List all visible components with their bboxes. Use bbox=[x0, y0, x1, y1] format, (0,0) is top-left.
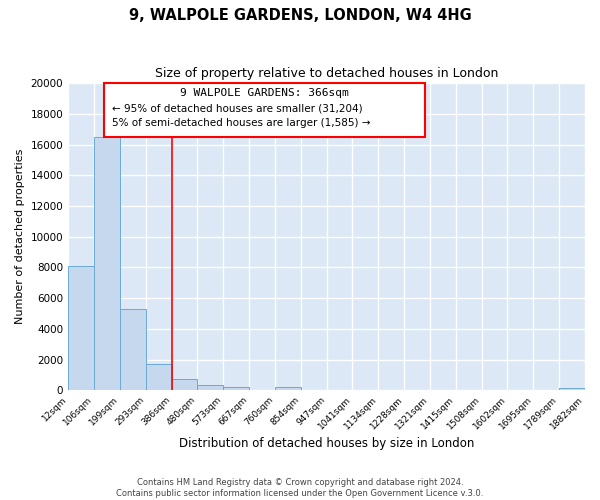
Bar bbox=[120, 309, 146, 390]
Y-axis label: Number of detached properties: Number of detached properties bbox=[15, 149, 25, 324]
Text: 9 WALPOLE GARDENS: 366sqm: 9 WALPOLE GARDENS: 366sqm bbox=[180, 88, 349, 98]
Bar bbox=[559, 388, 585, 390]
Bar bbox=[275, 388, 301, 390]
Bar bbox=[223, 386, 249, 390]
Text: 9, WALPOLE GARDENS, LONDON, W4 4HG: 9, WALPOLE GARDENS, LONDON, W4 4HG bbox=[128, 8, 472, 22]
Bar bbox=[197, 385, 223, 390]
Title: Size of property relative to detached houses in London: Size of property relative to detached ho… bbox=[155, 68, 498, 80]
Text: Contains HM Land Registry data © Crown copyright and database right 2024.
Contai: Contains HM Land Registry data © Crown c… bbox=[116, 478, 484, 498]
Bar bbox=[172, 379, 197, 390]
FancyBboxPatch shape bbox=[104, 83, 425, 137]
Text: ← 95% of detached houses are smaller (31,204): ← 95% of detached houses are smaller (31… bbox=[112, 103, 363, 113]
X-axis label: Distribution of detached houses by size in London: Distribution of detached houses by size … bbox=[179, 437, 474, 450]
Bar bbox=[146, 364, 172, 390]
Bar bbox=[68, 266, 94, 390]
Text: 5% of semi-detached houses are larger (1,585) →: 5% of semi-detached houses are larger (1… bbox=[112, 118, 371, 128]
Bar bbox=[94, 137, 120, 390]
